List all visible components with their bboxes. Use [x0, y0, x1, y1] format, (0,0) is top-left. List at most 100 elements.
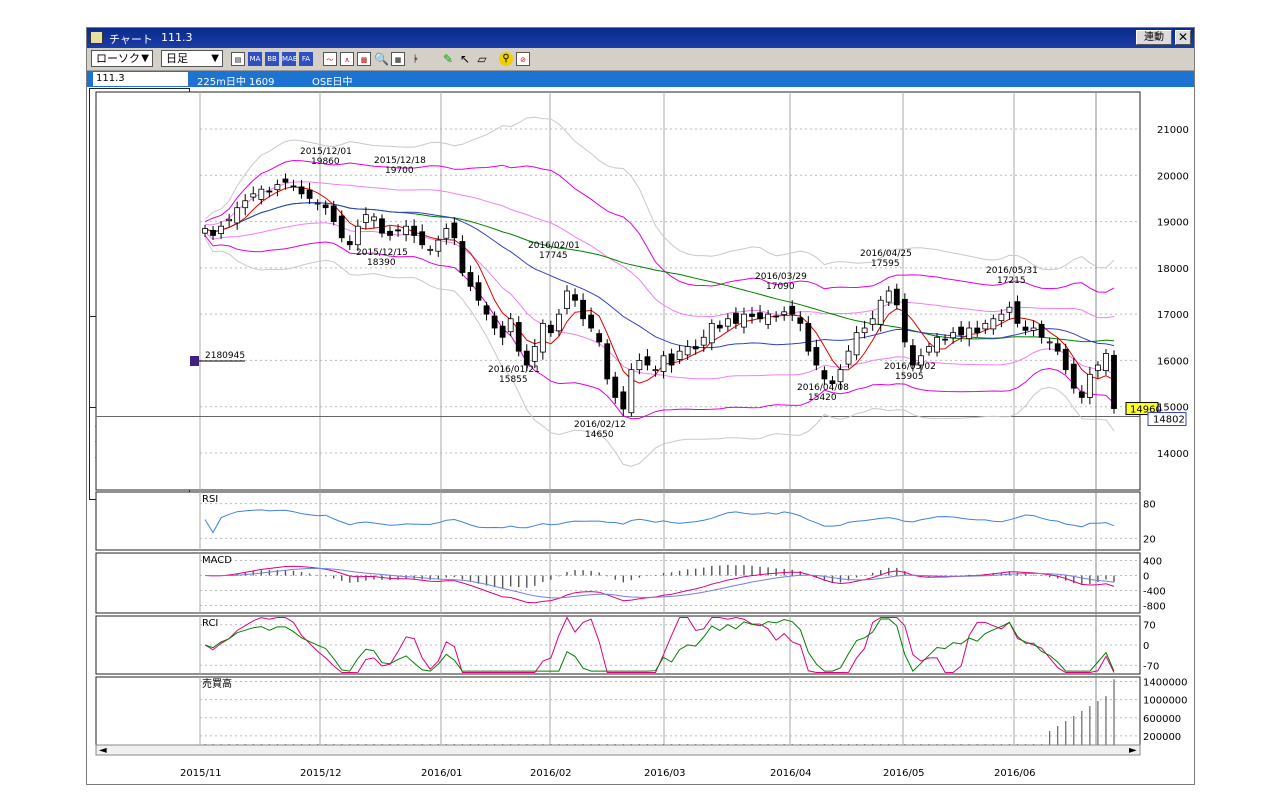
macd-panel	[95, 552, 1141, 614]
current-price-text: 14960	[1130, 405, 1162, 416]
pen-icon[interactable]: ✎	[442, 52, 454, 66]
candle-body	[813, 347, 820, 366]
x-axis-label: 2016/03	[644, 768, 686, 779]
annotation-value: 17745	[539, 251, 568, 261]
candle-body	[974, 327, 981, 334]
candle-body	[821, 370, 828, 380]
bb-icon[interactable]: BB	[265, 52, 279, 66]
candle-body	[861, 327, 868, 334]
candle-body	[909, 345, 916, 366]
candle-body	[467, 272, 474, 287]
zoom-icon[interactable]: 🔍	[374, 52, 389, 66]
candle-body	[918, 355, 924, 366]
candle-body	[1022, 326, 1029, 331]
candle-body	[749, 313, 755, 317]
candle-body	[990, 318, 997, 330]
candle-body	[387, 230, 393, 236]
stop-icon[interactable]: ⊘	[516, 52, 530, 66]
candle-settings-icon[interactable]: ▤	[231, 52, 245, 66]
candle-body	[338, 215, 345, 239]
candle-body	[362, 214, 369, 223]
macd-tick-label: 400	[1143, 557, 1162, 568]
title-bar[interactable]: チャート 111.3 連動 ✕	[87, 28, 1194, 48]
candle-body	[322, 204, 329, 209]
candle-body	[741, 313, 747, 328]
candle-body	[1103, 353, 1109, 372]
candle-body	[853, 332, 860, 356]
price-tick-label: 18000	[1157, 264, 1189, 275]
scroll-left-icon[interactable]: ◄	[99, 745, 107, 756]
rsi-label: RSI	[202, 494, 218, 505]
bb-plus3-line	[204, 116, 1115, 271]
pointer-icon[interactable]: ↖	[459, 52, 471, 66]
line-icon[interactable]: 〜	[323, 52, 337, 66]
code-input[interactable]: 111.3	[93, 72, 188, 86]
macd-label: MACD	[202, 555, 232, 566]
fund-icon[interactable]: ▩	[357, 52, 371, 66]
annotation-date: 2016/04/08	[797, 383, 849, 393]
candle-body	[507, 318, 514, 333]
link-button[interactable]: 連動	[1136, 30, 1172, 45]
candle-body	[837, 369, 844, 383]
candle-body	[1070, 363, 1077, 389]
horizontal-scrollbar[interactable]	[95, 744, 1141, 756]
calendar-icon[interactable]: ▦	[391, 52, 405, 66]
candle-body	[668, 353, 675, 366]
candle-body	[700, 336, 707, 346]
candle-body	[371, 216, 377, 221]
bb-minus2-line	[204, 235, 1115, 420]
candle-body	[411, 225, 418, 236]
vol-tick-label: 1400000	[1143, 678, 1188, 689]
candle-body	[1111, 354, 1117, 409]
candle-body	[926, 346, 932, 353]
candle-body	[435, 239, 442, 252]
candle-body	[1078, 391, 1085, 398]
toolbar: ローソク ▼ 日足 ▼ ▤ MA BB MAE FA 〜 ∧ ▩ 🔍 ▦ ╞ ✎…	[87, 48, 1194, 71]
candle-body	[708, 322, 715, 344]
annotation-date: 2016/05/02	[884, 362, 936, 372]
chart-type-select[interactable]: ローソク ▼	[91, 50, 153, 67]
candle-body	[652, 369, 659, 372]
close-icon[interactable]: ✕	[1175, 30, 1191, 45]
eraser-icon[interactable]: ▱	[477, 52, 487, 66]
annotation-date: 2016/05/31	[986, 266, 1038, 276]
scroll-right-icon[interactable]: ►	[1129, 745, 1137, 756]
mae-icon[interactable]: MAE	[282, 52, 297, 66]
price-tick-label: 21000	[1157, 125, 1189, 136]
bar-icon[interactable]: ╞	[412, 55, 418, 63]
candle-body	[242, 200, 249, 209]
candle-body	[950, 332, 957, 339]
candle-body	[885, 290, 892, 303]
rci-panel	[95, 615, 1141, 675]
candle-body	[789, 305, 796, 315]
vol-tick-label: 600000	[1143, 714, 1181, 725]
compare-icon[interactable]: ∧	[340, 52, 354, 66]
period-select[interactable]: 日足 ▼	[161, 50, 223, 67]
annotation-value: 17595	[871, 259, 900, 269]
annotation-date: 2016/03/29	[755, 272, 807, 282]
bb-plus2-line	[204, 159, 1115, 293]
x-axis-label: 2016/04	[770, 768, 812, 779]
ma-mid-line	[204, 202, 1115, 349]
candle-body	[612, 376, 619, 398]
window-title: チャート	[109, 33, 153, 46]
annotation-value: 15855	[499, 375, 528, 385]
fa-icon[interactable]: FA	[299, 52, 313, 66]
candle-body	[306, 189, 313, 199]
marker-price-text: 14802	[1153, 415, 1185, 426]
rci-tick-label: -70	[1143, 661, 1159, 672]
candle-body	[539, 322, 546, 353]
candle-body	[1014, 301, 1021, 324]
candle-body	[274, 184, 281, 191]
annotation-date: 2015/12/01	[300, 147, 352, 157]
ma-icon[interactable]: MA	[248, 52, 262, 66]
annotation-value: 17215	[997, 276, 1026, 286]
annotation-date: 2016/04/25	[860, 249, 912, 259]
candle-body	[773, 315, 780, 318]
search-icon[interactable]: ⚲	[499, 52, 513, 66]
rsi-tick-label: 80	[1143, 500, 1156, 511]
candle-body	[354, 225, 361, 246]
candle-body	[258, 188, 265, 200]
price-tick-label: 14000	[1157, 449, 1189, 460]
